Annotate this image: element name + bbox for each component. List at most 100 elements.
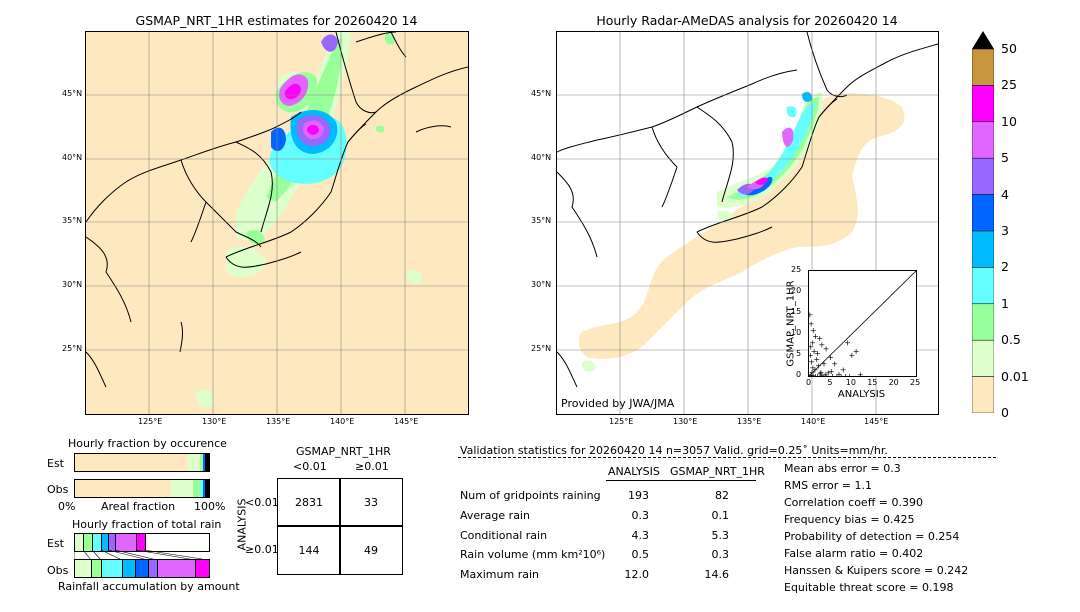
left-lat-tick: 45°N <box>62 89 83 98</box>
colorbar-label: 2 <box>1001 259 1009 275</box>
stat-label: Conditional rain <box>460 529 548 542</box>
scatter-point: + <box>822 370 829 376</box>
scatter-point: + <box>821 359 828 368</box>
left-lat-tick: 35°N <box>62 216 83 225</box>
total-rain-obs-bar <box>74 559 210 578</box>
colorbar-segment <box>971 121 995 159</box>
scatter-point: + <box>840 366 847 375</box>
colorbar-label: 1 <box>1001 295 1009 311</box>
colorbar-label: 5 <box>1001 150 1009 166</box>
occurrence-axis-left: 0% <box>58 500 76 513</box>
right-lon-tick: 145°E <box>864 417 889 426</box>
stat-label: Maximum rain <box>460 568 539 581</box>
right-lon-tick: 135°E <box>737 417 762 426</box>
left-lat-tick: 30°N <box>62 280 83 289</box>
left-rain-field <box>196 32 423 408</box>
score-line: Correlation coeff = 0.390 <box>784 496 923 509</box>
right-lat-tick: 40°N <box>531 153 552 162</box>
colorbar-label: 3 <box>1001 223 1009 238</box>
colorbar-segment <box>971 48 995 86</box>
scatter-point: + <box>848 351 855 360</box>
scatter-ytick: 15 <box>791 307 802 316</box>
scatter-ytick: 25 <box>791 265 802 274</box>
score-line: Frequency bias = 0.425 <box>784 513 915 526</box>
occurrence-obs-bar <box>74 479 210 498</box>
stat-analysis-value: 0.3 <box>631 509 650 522</box>
scatter-ytick: 5 <box>796 349 802 358</box>
contingency-title: GSMAP_NRT_1HR <box>296 445 391 458</box>
scatter-point: + <box>809 338 816 347</box>
scatter-point: + <box>811 347 818 356</box>
scatter-point: + <box>813 355 820 364</box>
right-lon-tick: 125°E <box>609 417 634 426</box>
scatter-point: + <box>818 341 825 350</box>
right-lat-tick: 35°N <box>531 216 552 225</box>
left-grid <box>86 32 468 414</box>
scatter-point: + <box>838 372 845 376</box>
stat-label: Num of gridpoints raining <box>460 489 601 502</box>
total-rain-est-label: Est <box>47 537 64 550</box>
score-line: Mean abs error = 0.3 <box>784 462 901 475</box>
scatter-point: + <box>809 343 814 352</box>
occurrence-est-bar <box>74 453 210 472</box>
scatter-point: + <box>846 372 853 376</box>
scatter-plot: ++++++++++++++++++++++++++++++++++++++++… <box>807 270 917 381</box>
stat-analysis-value: 4.3 <box>631 529 650 542</box>
colorbar-segment <box>971 376 995 414</box>
total-rain-title: Hourly fraction of total rain <box>72 518 222 531</box>
left-lat-tick: 25°N <box>62 344 83 353</box>
colorbar-segment <box>971 303 995 341</box>
right-lat-tick: 30°N <box>531 280 552 289</box>
scatter-xtick: 10 <box>845 378 856 387</box>
stat-gsmap-value: 0.1 <box>711 509 730 522</box>
score-line: False alarm ratio = 0.402 <box>784 547 924 560</box>
left-lon-tick: 145°E <box>394 417 419 426</box>
colorbar-label: 0 <box>1001 405 1009 420</box>
stat-label: Rain volume (mm km²10⁶) <box>460 548 606 561</box>
colorbar-segment <box>971 230 995 268</box>
right-coastline <box>557 32 938 388</box>
left-map <box>85 31 469 415</box>
scatter-point: + <box>814 349 821 358</box>
left-lon-tick: 135°E <box>266 417 291 426</box>
colorbar-segment <box>971 157 995 195</box>
scatter-point: + <box>827 353 834 362</box>
occurrence-title: Hourly fraction by occurence <box>68 437 227 450</box>
scatter-panel: ++++++++++++++++++++++++++++++++++++++++… <box>807 270 917 381</box>
contingency-col-lt: <0.01 <box>293 460 327 473</box>
scatter-ytick: 0 <box>796 370 802 379</box>
left-coastline <box>86 32 468 388</box>
colorbar-label: 0.5 <box>1001 332 1021 348</box>
right-map-title: Hourly Radar-AMeDAS analysis for 2026042… <box>596 13 898 28</box>
stat-label: Average rain <box>460 509 530 522</box>
colorbar-svg <box>971 48 995 414</box>
scatter-point: + <box>815 362 822 371</box>
scatter-ytick: 20 <box>791 286 802 295</box>
scatter-xtick: 0 <box>806 378 812 387</box>
validation-header: Validation statistics for 20260420 14 n=… <box>460 444 888 457</box>
total-rain-est-bar <box>74 533 210 552</box>
contingency-cell-b: 33 <box>339 478 403 527</box>
scatter-point: + <box>828 367 835 376</box>
occurrence-axis-right: 100% <box>194 500 226 513</box>
scatter-point: + <box>853 347 860 356</box>
scatter-point: + <box>817 369 824 376</box>
left-map-title: GSMAP_NRT_1HR estimates for 20260420 14 <box>135 13 418 28</box>
scatter-point: + <box>818 368 825 376</box>
scatter-point: + <box>844 338 851 347</box>
scatter-point: + <box>816 334 823 343</box>
left-lat-tick: 40°N <box>62 153 83 162</box>
scatter-xtick: 5 <box>827 378 833 387</box>
scatter-point: + <box>831 359 838 368</box>
colorbar-label: 10 <box>1001 113 1017 129</box>
total-rain-axis-caption: Rainfall accumulation by amount <box>58 580 240 593</box>
stat-analysis-value: 0.5 <box>631 548 650 561</box>
right-lat-tick: 25°N <box>531 344 552 353</box>
scatter-diagonal <box>808 270 917 377</box>
validation-divider <box>458 457 996 458</box>
occurrence-axis-mid: Areal fraction <box>101 500 176 513</box>
scatter-xtick: 15 <box>867 378 878 387</box>
validation-col-analysis: ANALYSIS <box>608 465 660 478</box>
contingency-cell-a: 2831 <box>277 478 341 527</box>
scatter-point: + <box>857 371 864 376</box>
